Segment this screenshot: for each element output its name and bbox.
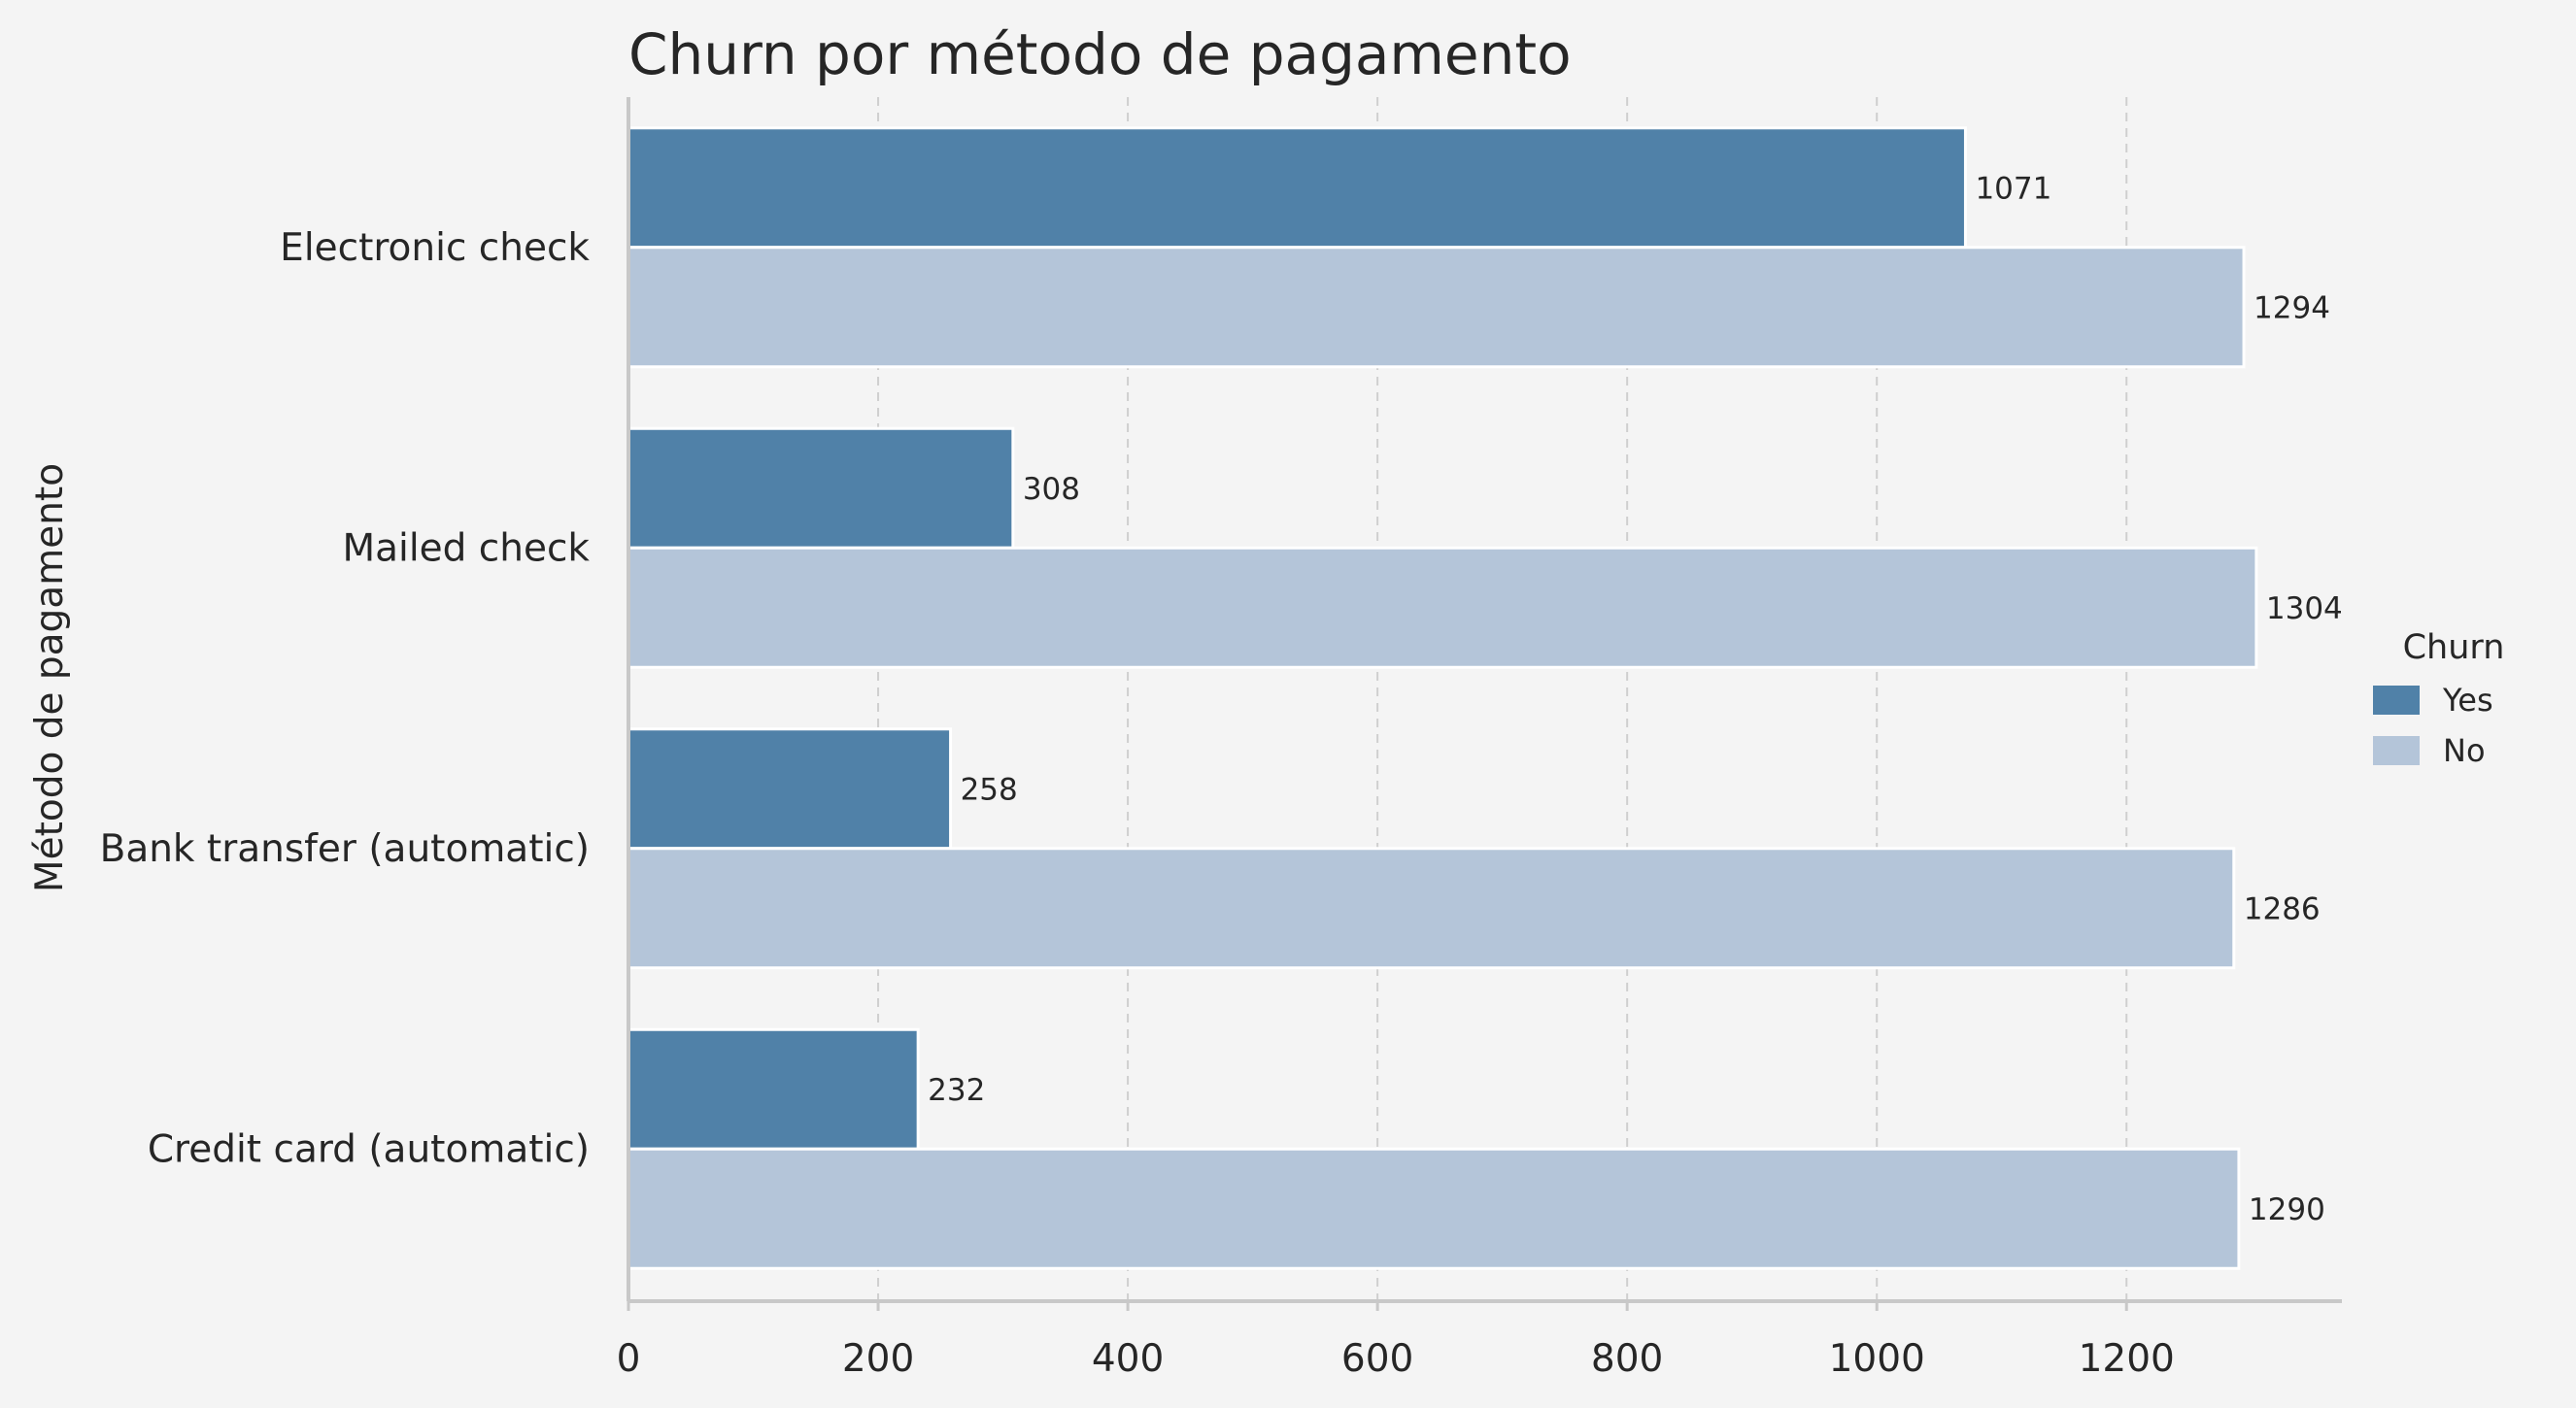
x-tick-label-600: 600 [1341, 1337, 1413, 1381]
bar-no-3 [627, 1147, 2241, 1270]
legend-label-no: No [2443, 732, 2486, 769]
x-tick-label-800: 800 [1591, 1337, 1663, 1381]
legend-label-yes: Yes [2442, 682, 2493, 719]
x-tick-label-0: 0 [617, 1337, 641, 1381]
x-axis-ticks: 0 200 400 600 800 1000 1200 [617, 1301, 2175, 1381]
data-label-yes-0: 1071 [1975, 171, 2051, 206]
y-axis-label: Método de pagamento [28, 463, 72, 892]
data-label-no-0: 1294 [2254, 290, 2330, 325]
bar-no-2 [627, 847, 2236, 970]
legend-title: Churn [2403, 628, 2505, 667]
y-tick-label-1: Mailed check [342, 526, 590, 570]
bar-yes-1 [627, 426, 1015, 550]
legend-swatch-no [2373, 736, 2420, 765]
chart-title: Churn por método de pagamento [628, 21, 1572, 87]
y-tick-label-3: Credit card (automatic) [148, 1127, 590, 1171]
bar-yes-0 [627, 126, 1967, 250]
x-tick-label-1200: 1200 [2079, 1337, 2175, 1381]
bar-yes-3 [627, 1027, 920, 1151]
x-tick-label-400: 400 [1092, 1337, 1164, 1381]
data-label-no-1: 1304 [2266, 591, 2343, 626]
data-label-no-2: 1286 [2244, 891, 2321, 926]
y-tick-label-2: Bank transfer (automatic) [100, 827, 590, 871]
x-tick-label-200: 200 [842, 1337, 914, 1381]
legend: Churn Yes No [2373, 628, 2504, 769]
bar-no-0 [627, 246, 2246, 369]
data-label-no-3: 1290 [2249, 1192, 2325, 1227]
data-label-yes-3: 232 [928, 1073, 985, 1108]
bar-yes-2 [627, 727, 953, 851]
data-label-yes-1: 308 [1023, 472, 1080, 507]
bar-no-1 [627, 546, 2258, 669]
y-axis-ticks: Electronic check Mailed check Bank transfe… [100, 226, 591, 1172]
y-tick-label-0: Electronic check [280, 226, 590, 270]
bars [627, 126, 2258, 1270]
data-label-yes-2: 258 [961, 772, 1018, 807]
x-tick-label-1000: 1000 [1829, 1337, 1925, 1381]
legend-swatch-yes [2373, 686, 2420, 715]
data-labels: 1071 1294 308 1304 258 1286 232 1290 [928, 171, 2343, 1227]
